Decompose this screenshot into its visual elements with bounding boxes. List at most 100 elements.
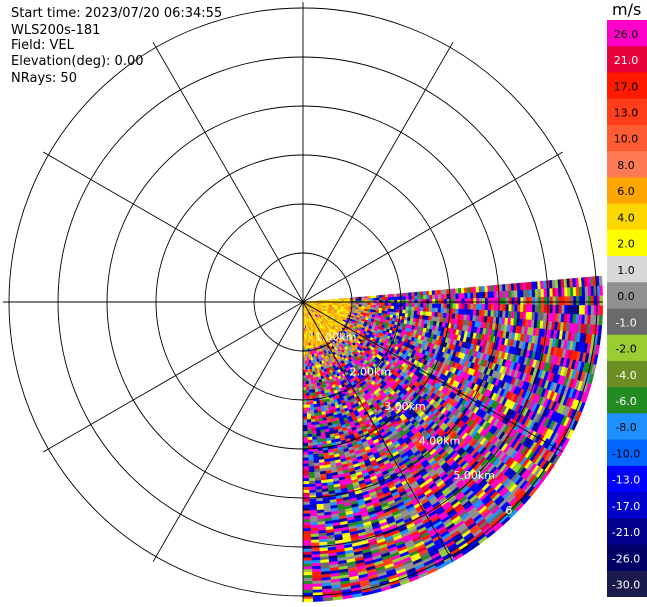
velocity-gate [306,407,311,411]
velocity-gate [308,471,315,476]
velocity-gate [381,305,386,309]
velocity-gate [599,305,604,316]
velocity-gate [511,297,515,305]
velocity-gate [309,515,318,520]
velocity-gate [376,302,380,306]
velocity-gate [390,293,395,298]
velocity-gate [396,302,401,307]
velocity-gate [370,304,374,308]
velocity-gate [411,295,415,300]
velocity-gate [305,378,309,382]
velocity-gate [307,427,312,432]
velocity-gate [310,527,319,532]
velocity-gate [311,557,321,561]
velocity-gate [487,291,492,299]
velocity-gate [458,293,462,299]
velocity-gate [306,416,311,420]
velocity-gate [452,303,457,310]
velocity-gate [502,304,506,312]
velocity-gate [314,418,320,423]
velocity-gate [305,381,309,385]
velocity-gate [361,296,365,299]
velocity-gate [590,295,595,306]
velocity-gate [423,307,427,312]
velocity-gate [387,297,392,301]
velocity-gate [308,389,313,394]
velocity-gate [309,504,317,508]
velocity-gate [309,489,316,494]
velocity-gate [578,305,583,315]
velocity-gate [304,366,308,370]
velocity-gate [578,286,583,297]
velocity-gate [305,386,309,391]
velocity-gate [534,304,539,313]
velocity-gate [579,296,583,306]
velocity-gate [473,292,477,299]
velocity-gate [306,422,312,426]
velocity-gate [420,307,424,312]
velocity-gate [396,296,401,301]
velocity-gate [479,298,483,305]
velocity-gate [543,304,548,314]
velocity-gate [355,298,359,302]
velocity-gate [469,309,474,316]
velocity-gate [309,395,313,399]
velocity-gate [464,298,468,305]
velocity-gate [417,299,421,304]
velocity-gate [440,303,445,309]
velocity-gate [464,292,468,299]
velocity-gate [431,290,436,296]
velocity-gate [432,294,436,300]
velocity-gate [310,421,316,426]
velocity-gate [307,369,311,373]
velocity-gate [420,295,424,300]
velocity-gate [428,290,433,296]
velocity-gate [305,395,310,400]
velocity-gate [308,466,315,470]
velocity-gate [314,477,321,482]
velocity-gate [532,296,536,305]
velocity-gate [343,299,348,302]
velocity-gate [543,296,548,306]
velocity-gate [423,303,427,308]
velocity-gate [558,304,562,314]
velocity-gate [561,296,565,306]
velocity-gate [440,298,445,304]
velocity-gate [458,303,462,310]
velocity-gate [402,306,406,311]
velocity-gate [437,303,442,309]
velocity-gate [584,305,589,316]
velocity-gate [540,296,545,306]
velocity-gate [310,542,320,547]
velocity-gate [523,297,527,305]
velocity-gate [534,289,539,298]
velocity-gate [564,305,568,315]
velocity-gate [305,392,310,397]
velocity-gate [307,451,314,455]
velocity-gate [304,351,307,356]
velocity-gate [505,304,509,312]
velocity-gate [313,412,319,417]
velocity-gate [455,303,459,310]
velocity-gate [390,296,395,301]
velocity-gate [411,292,415,297]
velocity-gate [455,293,459,299]
velocity-gate [558,296,562,306]
velocity-gate [514,290,518,298]
velocity-gate [314,388,319,393]
velocity-gate [470,298,474,305]
velocity-gate [488,297,492,305]
velocity-gate [476,292,480,299]
velocity-gate [434,294,439,300]
velocity-gate [469,286,474,294]
velocity-gate [367,298,371,301]
velocity-gate [305,389,310,394]
velocity-gate [312,583,323,588]
velocity-gate [513,311,518,319]
velocity-gate [310,533,319,538]
velocity-gate [310,518,318,523]
velocity-gate [598,275,603,287]
velocity-gate [508,297,512,305]
velocity-gate [572,287,577,297]
velocity-gate [499,304,504,312]
